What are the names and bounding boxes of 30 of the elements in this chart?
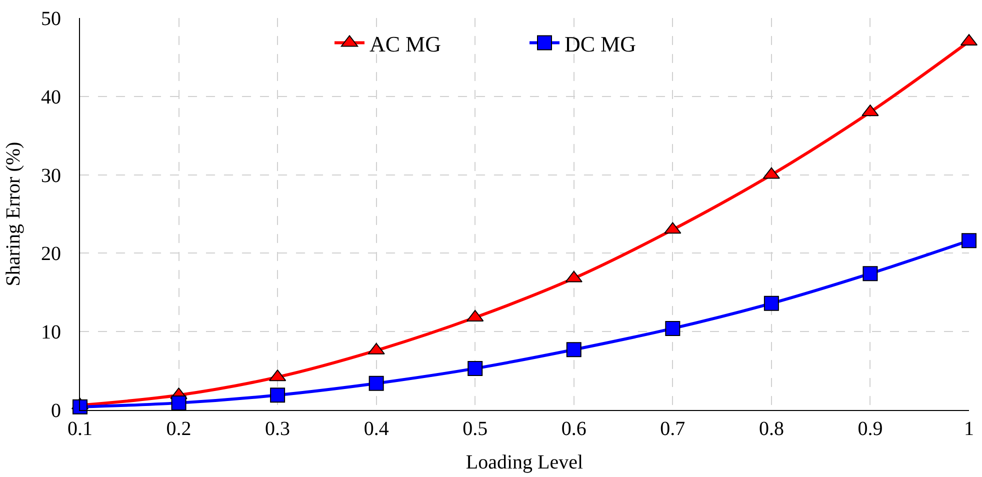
- point: [962, 233, 976, 248]
- y-tick-label: 50: [41, 8, 61, 30]
- x-tick-label: 0.7: [660, 418, 686, 440]
- point: [665, 320, 680, 336]
- x-tick-label: 0.3: [265, 418, 290, 440]
- legend-label: AC MG: [370, 31, 442, 56]
- x-axis-title: Loading Level: [466, 452, 584, 474]
- point: [468, 360, 483, 376]
- x-tick-label: 0.4: [364, 418, 389, 440]
- x-tick-label: 0.8: [758, 418, 784, 440]
- y-tick-label: 0: [51, 400, 61, 422]
- point: [368, 376, 384, 391]
- y-tick-label: 10: [41, 322, 61, 344]
- point: [862, 266, 878, 282]
- y-tick-label: 40: [41, 86, 61, 108]
- point: [171, 395, 186, 410]
- y-tick-label: 20: [41, 243, 61, 266]
- point: [566, 342, 582, 358]
- x-tick-label: 0.1: [68, 418, 92, 440]
- point: [270, 388, 286, 403]
- x-tick-label: 0.9: [858, 418, 883, 440]
- x-tick-label: 0.6: [561, 418, 586, 440]
- x-tick-label: 0.2: [166, 418, 192, 440]
- point: [764, 296, 779, 311]
- x-tick-label: 1: [964, 418, 974, 440]
- y-axis-title: Sharing Error (%): [2, 142, 24, 286]
- point: [72, 399, 88, 414]
- legend-label: DC MG: [564, 31, 636, 56]
- x-tick-label: 0.5: [462, 418, 488, 440]
- y-tick-label: 30: [41, 164, 61, 187]
